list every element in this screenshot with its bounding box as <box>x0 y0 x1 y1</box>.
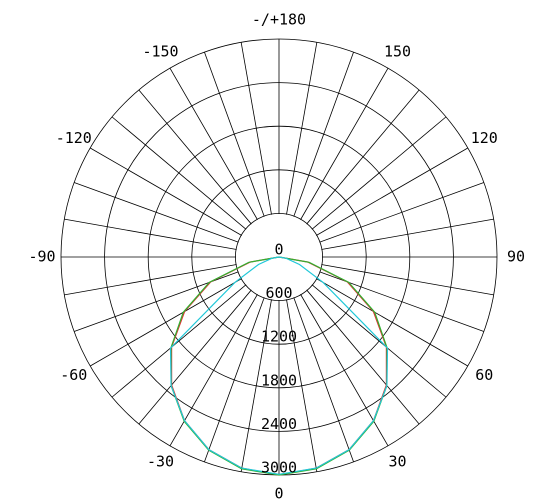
radial-label: 600 <box>265 284 292 302</box>
radial-label: 1200 <box>261 328 297 346</box>
intensity-curve <box>169 256 389 475</box>
spoke <box>240 299 272 472</box>
radial-label: 0 <box>274 241 283 259</box>
angle-label: 120 <box>471 129 498 147</box>
spoke <box>311 284 447 398</box>
spoke <box>138 89 252 225</box>
angle-label: 30 <box>388 453 406 471</box>
spoke <box>240 42 272 215</box>
angle-label: 0 <box>274 485 283 502</box>
spoke <box>293 297 354 462</box>
angle-label: -30 <box>147 453 174 471</box>
spoke <box>311 116 447 230</box>
spoke <box>90 278 242 367</box>
angle-label: 60 <box>475 366 493 384</box>
angle-label: -120 <box>56 129 92 147</box>
angle-label: 150 <box>384 42 411 60</box>
spoke <box>319 182 484 243</box>
spoke <box>64 264 237 296</box>
spoke <box>293 52 354 217</box>
spoke <box>286 42 318 215</box>
spoke <box>111 284 247 398</box>
spoke <box>111 116 247 230</box>
intensity-curve <box>170 256 388 476</box>
spoke <box>169 68 258 220</box>
angle-label: 90 <box>507 248 525 266</box>
angle-label: -150 <box>142 42 178 60</box>
spoke <box>316 278 468 367</box>
spoke <box>306 289 420 425</box>
spoke <box>306 89 420 225</box>
spoke <box>64 218 237 250</box>
spoke <box>138 289 252 425</box>
angle-label: -60 <box>60 366 87 384</box>
spoke <box>321 264 494 296</box>
spoke <box>74 182 239 243</box>
radial-label: 1800 <box>261 371 297 389</box>
radial-label: 2400 <box>261 415 297 433</box>
spoke <box>90 147 242 236</box>
angle-label: -/+180 <box>252 11 306 29</box>
spoke <box>300 68 389 220</box>
spoke <box>316 147 468 236</box>
angle-label: -90 <box>28 248 55 266</box>
radial-label: 3000 <box>261 459 297 477</box>
spoke <box>321 218 494 250</box>
spoke <box>286 299 318 472</box>
spoke <box>204 297 265 462</box>
spoke <box>204 52 265 217</box>
